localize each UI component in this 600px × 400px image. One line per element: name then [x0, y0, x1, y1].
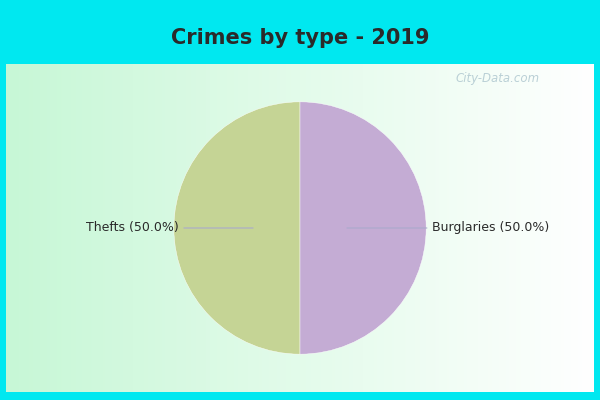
Text: Thefts (50.0%): Thefts (50.0%): [86, 222, 253, 234]
Text: Crimes by type - 2019: Crimes by type - 2019: [171, 28, 429, 48]
Text: Burglaries (50.0%): Burglaries (50.0%): [347, 222, 550, 234]
Wedge shape: [300, 102, 426, 354]
Wedge shape: [174, 102, 300, 354]
Text: City-Data.com: City-Data.com: [456, 72, 540, 85]
